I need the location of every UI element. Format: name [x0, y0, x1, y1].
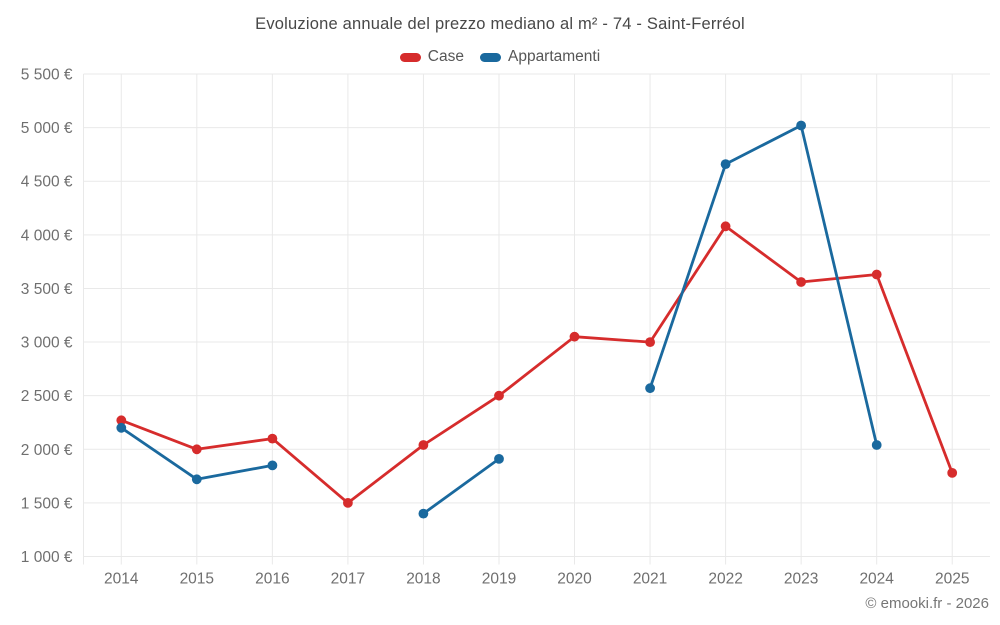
y-tick-label: 5 500 € [21, 67, 73, 84]
x-tick-label: 2020 [557, 571, 592, 588]
x-tick-label: 2023 [784, 571, 818, 588]
data-point-case-2022[interactable] [720, 221, 731, 232]
x-tick-label: 2025 [935, 571, 969, 588]
series-line-case [119, 224, 954, 505]
data-point-case-2025[interactable] [947, 468, 958, 478]
legend-item-appartamenti[interactable]: Appartamenti [479, 48, 601, 66]
data-point-appartamenti-2014[interactable] [116, 422, 127, 433]
data-point-appartamenti-2023[interactable] [796, 120, 806, 131]
data-point-appartamenti-2019[interactable] [494, 454, 504, 464]
y-tick-label: 2 500 € [21, 388, 73, 405]
data-point-appartamenti-2024[interactable] [871, 440, 882, 450]
data-point-case-2015[interactable] [191, 444, 202, 455]
y-tick-label: 5 000 € [21, 120, 73, 137]
data-point-appartamenti-2016[interactable] [267, 460, 278, 471]
chart-title: Evoluzione annuale del prezzo mediano al… [255, 15, 745, 33]
data-point-case-2024[interactable] [871, 269, 882, 280]
data-point-case-2016[interactable] [267, 433, 278, 444]
y-tick-label: 4 500 € [21, 174, 73, 191]
y-tick-label: 1 500 € [21, 495, 73, 512]
data-point-appartamenti-2021[interactable] [645, 383, 655, 394]
data-point-appartamenti-2018[interactable] [418, 508, 429, 519]
x-tick-label: 2017 [331, 571, 365, 588]
y-tick-label: 2 000 € [21, 442, 73, 459]
y-tick-label: 3 500 € [21, 281, 73, 298]
data-point-case-2020[interactable] [569, 331, 580, 342]
data-point-appartamenti-2022[interactable] [720, 159, 731, 170]
data-point-case-2023[interactable] [796, 277, 806, 287]
x-tick-label: 2021 [633, 571, 667, 588]
x-tick-label: 2022 [708, 571, 742, 588]
appartamenti-legend-swatch-icon [479, 52, 501, 62]
chart-legend: Case Appartamenti [0, 48, 1000, 66]
y-tick-label: 3 000 € [21, 335, 73, 352]
x-tick-label: 2015 [180, 571, 214, 588]
x-tick-label: 2019 [482, 571, 516, 588]
copyright-footer: © emooki.fr - 2026 [865, 595, 989, 612]
x-tick-label: 2018 [406, 571, 440, 588]
x-tick-label: 2014 [104, 571, 139, 588]
y-tick-label: 4 000 € [21, 227, 73, 244]
data-point-case-2021[interactable] [645, 337, 655, 347]
x-tick-label: 2016 [255, 571, 289, 588]
x-tick-label: 2024 [859, 571, 894, 588]
legend-item-case[interactable]: Case [399, 48, 464, 66]
data-point-case-2017[interactable] [343, 498, 353, 508]
data-point-case-2018[interactable] [418, 440, 429, 450]
case-legend-swatch-icon [399, 52, 421, 62]
data-point-appartamenti-2015[interactable] [191, 474, 202, 485]
y-tick-label: 1 000 € [21, 549, 73, 566]
legend-label-appartamenti: Appartamenti [507, 48, 601, 65]
legend-label-case: Case [427, 48, 464, 65]
data-point-case-2014[interactable] [116, 415, 127, 426]
data-point-case-2019[interactable] [494, 390, 504, 401]
